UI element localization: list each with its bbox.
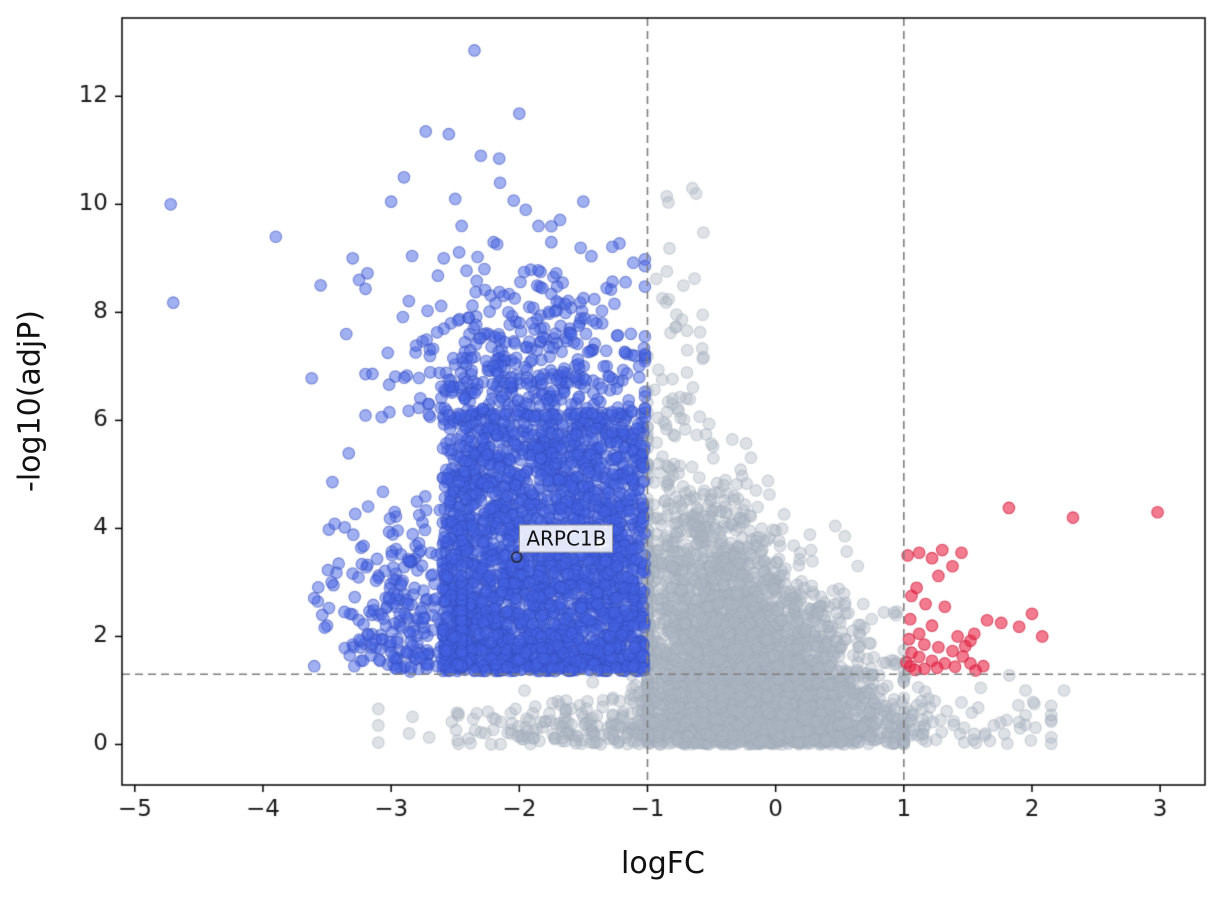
y-axis-label: -log10(adjP) — [12, 310, 48, 492]
x-axis-label: logFC — [621, 846, 705, 881]
gene-annotation: ARPC1B — [519, 524, 614, 553]
